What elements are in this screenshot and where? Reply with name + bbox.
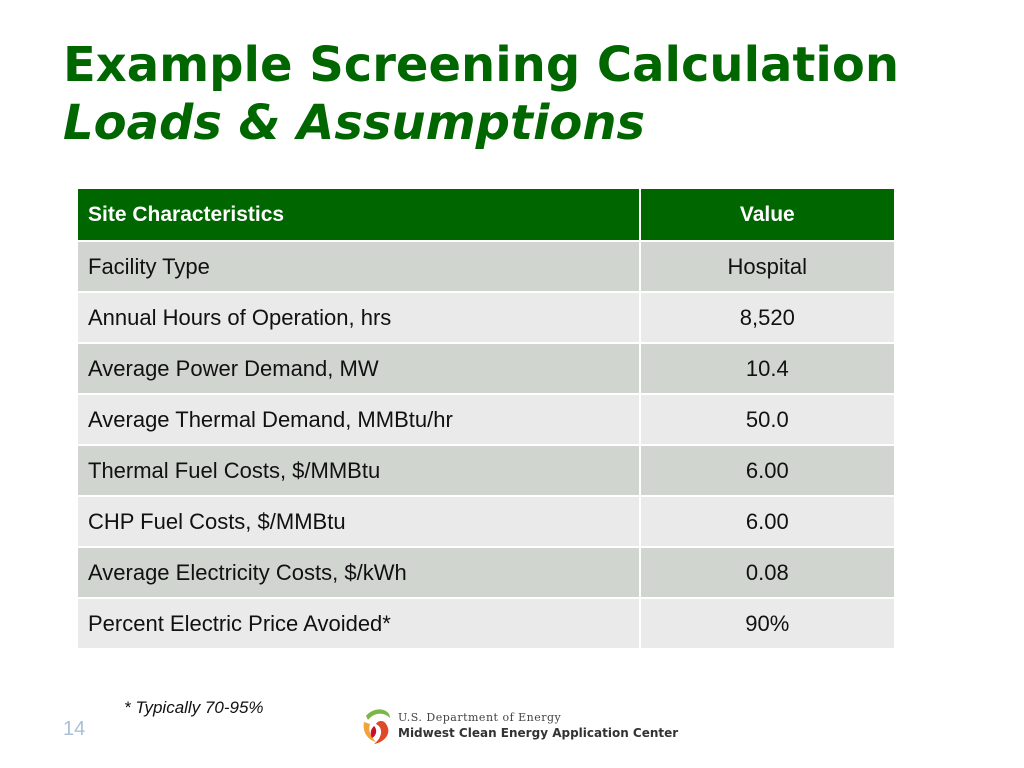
- row-label: Facility Type: [76, 240, 641, 293]
- row-value: 10.4: [638, 342, 897, 395]
- title-subtitle: Loads & Assumptions: [63, 95, 646, 151]
- table-row: Annual Hours of Operation, hrs 8,520: [76, 291, 897, 344]
- row-label: Percent Electric Price Avoided*: [76, 597, 641, 650]
- page-number: 14: [63, 718, 86, 740]
- row-label: Thermal Fuel Costs, $/MMBtu: [76, 444, 641, 497]
- row-label: Average Electricity Costs, $/kWh: [76, 546, 641, 599]
- logo-line-1: U.S. Department of Energy: [398, 711, 562, 724]
- row-value: 0.08: [638, 546, 897, 599]
- row-label: Average Power Demand, MW: [76, 342, 641, 395]
- header-site-characteristics: Site Characteristics: [76, 187, 641, 242]
- header-value: Value: [638, 187, 897, 242]
- table-row: Percent Electric Price Avoided* 90%: [76, 597, 897, 650]
- table-row: Average Power Demand, MW 10.4: [76, 342, 897, 395]
- row-value: 8,520: [638, 291, 897, 344]
- row-value: 50.0: [638, 393, 897, 446]
- table-row: Thermal Fuel Costs, $/MMBtu 6.00: [76, 444, 897, 497]
- row-value: Hospital: [638, 240, 897, 293]
- table-row: Average Thermal Demand, MMBtu/hr 50.0: [76, 393, 897, 446]
- row-label: Average Thermal Demand, MMBtu/hr: [76, 393, 641, 446]
- doe-logo: U.S. Department of Energy Midwest Clean …: [360, 706, 678, 752]
- table-row: Average Electricity Costs, $/kWh 0.08: [76, 546, 897, 599]
- slide-title: Example Screening Calculation Loads & As…: [63, 36, 899, 152]
- logo-line-2: Midwest Clean Energy Application Center: [398, 726, 679, 740]
- row-label: Annual Hours of Operation, hrs: [76, 291, 641, 344]
- footnote: * Typically 70-95%: [124, 698, 264, 717]
- row-value: 6.00: [638, 444, 897, 497]
- row-label: CHP Fuel Costs, $/MMBtu: [76, 495, 641, 548]
- title-main: Example Screening Calculation: [63, 37, 899, 93]
- row-value: 90%: [638, 597, 897, 650]
- table-row: Facility Type Hospital: [76, 240, 897, 293]
- energy-swirl-icon: [363, 709, 390, 744]
- table-header-row: Site Characteristics Value: [76, 187, 897, 242]
- row-value: 6.00: [638, 495, 897, 548]
- site-characteristics-table: Site Characteristics Value Facility Type…: [76, 187, 897, 650]
- table-row: CHP Fuel Costs, $/MMBtu 6.00: [76, 495, 897, 548]
